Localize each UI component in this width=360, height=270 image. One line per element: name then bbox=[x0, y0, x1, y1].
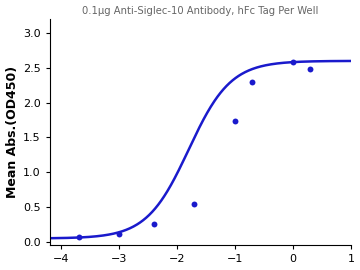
Point bbox=[76, 235, 81, 239]
Point bbox=[232, 119, 238, 123]
Point bbox=[307, 66, 313, 71]
Point bbox=[151, 222, 157, 226]
Point bbox=[116, 232, 122, 237]
Point bbox=[192, 201, 197, 206]
Title: 0.1μg Anti-Siglec-10 Antibody, hFc Tag Per Well: 0.1μg Anti-Siglec-10 Antibody, hFc Tag P… bbox=[82, 6, 318, 16]
Point bbox=[290, 60, 296, 65]
Y-axis label: Mean Abs.(OD450): Mean Abs.(OD450) bbox=[5, 66, 19, 198]
Point bbox=[249, 80, 255, 85]
